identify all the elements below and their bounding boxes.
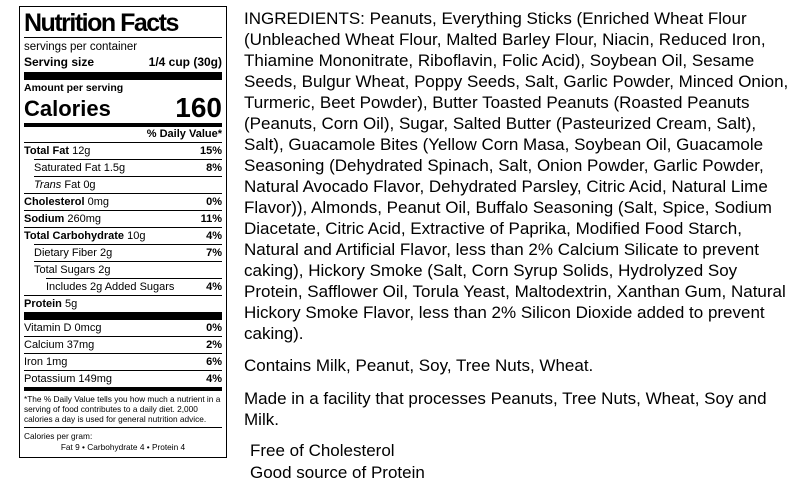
- claims-list: Free of Cholesterol Good source of Prote…: [250, 440, 796, 484]
- mineral-name: Calcium 37mg: [24, 339, 95, 351]
- nutrient-name: Total Sugars 2g: [34, 264, 111, 276]
- nutrient-dv: 15%: [199, 145, 222, 157]
- nutrient-dv: 0%: [206, 196, 222, 208]
- nutrient-dv: 8%: [206, 162, 222, 174]
- serving-size-label: Serving size: [24, 55, 95, 69]
- nutrient-name: Total Fat 12g: [24, 145, 91, 157]
- nutrition-facts-panel: Nutrition Facts servings per container S…: [19, 6, 227, 458]
- nutrient-name: Sodium 260mg: [24, 213, 102, 225]
- nutrient-name: Dietary Fiber 2g: [34, 247, 113, 259]
- mineral-row-calcium: Calcium 37mg 2%: [24, 336, 222, 353]
- nutrient-row-dietary-fiber: Dietary Fiber 2g 7%: [34, 244, 222, 261]
- mineral-name: Potassium 149mg: [24, 373, 113, 385]
- mineral-name: Vitamin D 0mcg: [24, 322, 102, 334]
- divider-medium-calories: [24, 123, 222, 127]
- mineral-row-vitamin-d: Vitamin D 0mcg 0%: [24, 320, 222, 336]
- nutrient-dv: 4%: [206, 230, 222, 242]
- mineral-name: Iron 1mg: [24, 356, 68, 368]
- claim-free-of-cholesterol: Free of Cholesterol: [250, 441, 395, 460]
- nutrient-row-trans-fat: Trans Fat 0g: [34, 176, 222, 193]
- nutrient-name: Includes 2g Added Sugars: [46, 281, 175, 293]
- divider-medium-footnote: [24, 387, 222, 391]
- ingredients-panel: INGREDIENTS: Peanuts, Everything Sticks …: [236, 4, 796, 484]
- ingredients-paragraph: INGREDIENTS: Peanuts, Everything Sticks …: [244, 9, 789, 343]
- calories-label: Calories: [24, 96, 111, 121]
- calories-per-gram-section: Calories per gram: Fat 9 • Carbohydrate …: [24, 427, 222, 454]
- nutrient-name: Protein 5g: [24, 298, 78, 310]
- nutrient-row-saturated-fat: Saturated Fat 1.5g 8%: [34, 159, 222, 176]
- nutrient-row-protein: Protein 5g: [24, 295, 222, 312]
- mineral-row-potassium: Potassium 149mg 4%: [24, 370, 222, 387]
- calories-value: 160: [175, 92, 222, 123]
- nutrient-name: Saturated Fat 1.5g: [34, 162, 126, 174]
- nutrition-facts-title: Nutrition Facts: [24, 10, 222, 38]
- calories-per-gram-label: Calories per gram:: [24, 431, 93, 441]
- nutrient-dv: 4%: [206, 281, 222, 293]
- nutrient-row-total-fat: Total Fat 12g 15%: [24, 142, 222, 159]
- nutrient-name: Total Carbohydrate 10g: [24, 230, 146, 242]
- nutrient-row-sodium: Sodium 260mg 11%: [24, 210, 222, 227]
- calories-per-gram-values: Fat 9 • Carbohydrate 4 • Protein 4: [60, 441, 186, 452]
- calories-row: Calories 160: [24, 92, 222, 123]
- serving-size-value: 1/4 cup (30g): [148, 55, 222, 69]
- daily-value-footnote: *The % Daily Value tells you how much a …: [24, 394, 221, 424]
- nutrient-dv: 11%: [200, 213, 222, 225]
- contains-statement: Contains Milk, Peanut, Soy, Tree Nuts, W…: [244, 356, 594, 375]
- nutrient-dv: 7%: [206, 247, 222, 259]
- claim-good-source-of-protein: Good source of Protein: [250, 463, 425, 482]
- mineral-dv: 0%: [206, 322, 222, 334]
- nutrient-row-added-sugars: Includes 2g Added Sugars 4%: [46, 278, 222, 295]
- servings-per-container: servings per container: [24, 41, 138, 53]
- nutrient-name: Cholesterol 0mg: [24, 196, 109, 208]
- nutrient-row-total-carbohydrate: Total Carbohydrate 10g 4%: [24, 227, 222, 244]
- daily-value-header: % Daily Value*: [146, 128, 222, 140]
- amount-per-serving-label: Amount per serving: [24, 82, 124, 94]
- divider-thick-top: [24, 72, 222, 80]
- mineral-row-iron: Iron 1mg 6%: [24, 353, 222, 370]
- mineral-dv: 2%: [206, 339, 222, 351]
- nutrient-name: Trans Fat 0g: [34, 179, 96, 191]
- serving-size-row: Serving size 1/4 cup (30g): [24, 55, 222, 72]
- divider-thick-minerals: [24, 312, 222, 320]
- nutrient-row-cholesterol: Cholesterol 0mg 0%: [24, 193, 222, 210]
- mineral-dv: 4%: [206, 373, 222, 385]
- mineral-dv: 6%: [206, 356, 222, 368]
- nutrient-row-total-sugars: Total Sugars 2g: [34, 261, 222, 278]
- facility-statement: Made in a facility that processes Peanut…: [244, 389, 767, 429]
